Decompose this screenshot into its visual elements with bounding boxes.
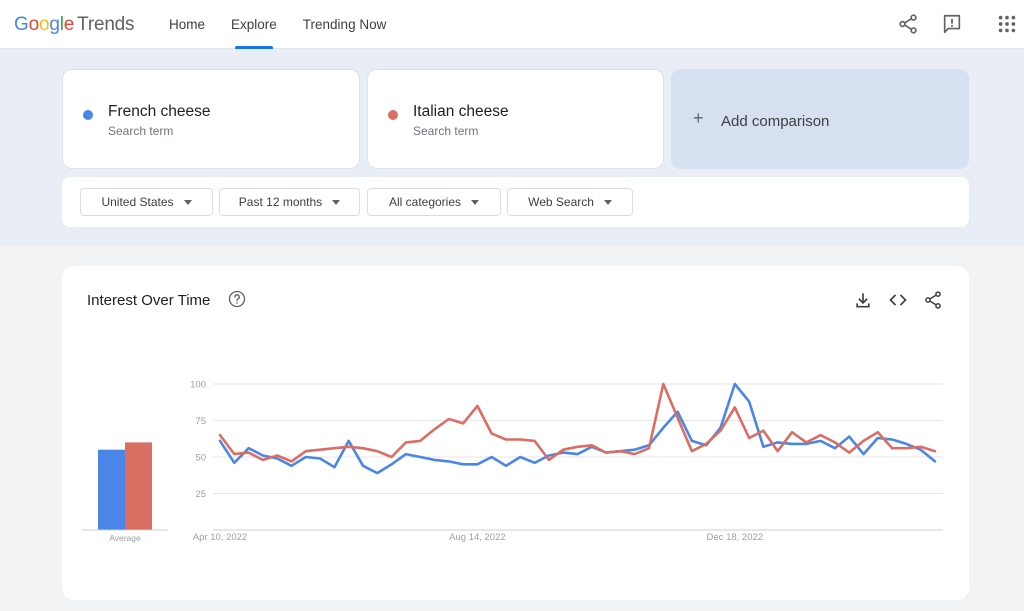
logo-letter: g (49, 14, 60, 35)
nav-trending-now[interactable]: Trending Now (302, 17, 387, 32)
logo-letter: G (14, 14, 29, 35)
search-term-name: Italian cheese (413, 103, 509, 120)
add-comparison-button[interactable]: + Add comparison (671, 69, 969, 169)
filter-bar: United States Past 12 months All categor… (62, 177, 969, 227)
search-term-subtitle: Search term (108, 124, 174, 138)
time-filter[interactable]: Past 12 months (219, 188, 360, 216)
logo-letter: e (63, 14, 75, 35)
download-icon[interactable] (853, 290, 873, 310)
search-term-subtitle: Search term (413, 124, 479, 138)
app-header: Google Trends Home Explore Trending Now (0, 0, 1024, 49)
dropdown-arrow-icon (471, 199, 480, 205)
logo-letter: o (38, 14, 50, 35)
chart-title: Interest Over Time (87, 292, 211, 309)
time-filter-label: Past 12 months (238, 195, 323, 209)
dropdown-arrow-icon (332, 199, 341, 205)
feedback-icon[interactable] (941, 13, 963, 35)
apps-grid-icon[interactable] (996, 13, 1018, 35)
region-filter-label: United States (101, 195, 174, 209)
logo-trends-text: Trends (77, 14, 135, 35)
dropdown-arrow-icon (183, 199, 192, 205)
search-term-card-french[interactable]: French cheese Search term (62, 69, 360, 169)
region-filter[interactable]: United States (80, 188, 213, 216)
search-term-name: French cheese (108, 103, 211, 120)
property-filter[interactable]: Web Search (507, 188, 633, 216)
series-color-dot (83, 110, 93, 120)
main-nav: Home Explore Trending Now (156, 0, 399, 49)
nav-explore[interactable]: Explore (218, 0, 290, 49)
share-icon[interactable] (897, 13, 919, 35)
series-color-dot (388, 110, 398, 120)
plus-icon: + (693, 108, 704, 128)
search-term-card-italian[interactable]: Italian cheese Search term (367, 69, 664, 169)
share-icon[interactable] (923, 290, 943, 310)
category-filter-label: All categories (388, 195, 462, 209)
embed-icon[interactable] (888, 290, 908, 310)
nav-home[interactable]: Home (169, 17, 206, 32)
category-filter[interactable]: All categories (367, 188, 501, 216)
logo-letter: l (59, 14, 64, 35)
help-icon[interactable] (228, 290, 246, 308)
add-comparison-label: Add comparison (721, 113, 830, 130)
interest-over-time-card: Interest Over Time (62, 266, 969, 600)
google-trends-logo[interactable]: Google Trends (14, 14, 135, 36)
property-filter-label: Web Search (528, 195, 594, 209)
dropdown-arrow-icon (603, 199, 612, 205)
logo-letter: o (28, 14, 40, 35)
